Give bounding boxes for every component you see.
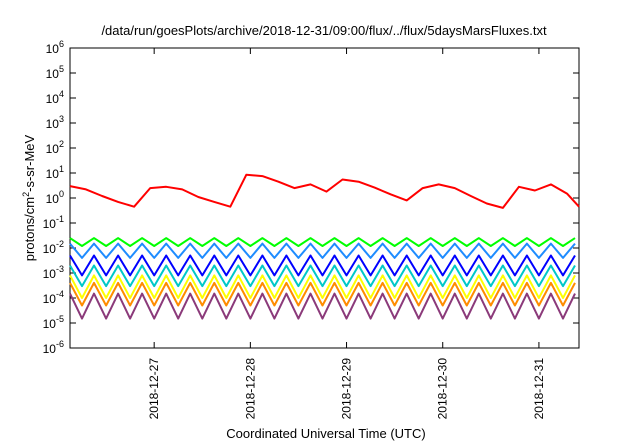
y-tick-base: 10 (43, 267, 57, 281)
y-axis-title-superscript: 2 (21, 192, 31, 197)
series-group (69, 173, 580, 320)
y-tick-exponent: 5 (59, 64, 64, 74)
y-tick-exponent: -3 (56, 264, 64, 274)
y-tick-label: 104 (46, 89, 64, 106)
x-tick-label: 2018-12-28 (243, 358, 257, 420)
series-line-6 (69, 281, 576, 307)
y-tick-label: 10-2 (43, 239, 64, 256)
y-tick-base: 10 (43, 292, 57, 306)
x-tick-label: 2018-12-30 (436, 358, 450, 420)
y-axis-title-base: protons/cm (22, 197, 37, 261)
x-tick-label: 2018-12-29 (340, 358, 354, 420)
y-tick-exponent: 4 (59, 89, 64, 99)
y-tick-base: 10 (46, 142, 60, 156)
y-tick-base: 10 (43, 342, 57, 356)
series-line-3 (69, 254, 576, 277)
y-tick-label: 106 (46, 39, 64, 56)
y-tick-exponent: -5 (56, 314, 64, 324)
y-tick-label: 10-5 (43, 314, 64, 331)
y-tick-base: 10 (43, 217, 57, 231)
y-tick-exponent: 2 (59, 139, 64, 149)
y-tick-label: 10-4 (43, 289, 64, 306)
y-tick-base: 10 (43, 242, 57, 256)
y-tick-exponent: 6 (59, 39, 64, 49)
y-axis-title-rest: -s-sr-MeV (22, 134, 37, 191)
y-tick-label: 102 (46, 139, 64, 156)
y-tick-exponent: -6 (56, 339, 64, 349)
y-tick-base: 10 (46, 42, 60, 56)
x-axis: 2018-12-27 2018-12-28 2018-12-29 2018-12-30… (147, 48, 546, 419)
series-line-0 (69, 173, 580, 209)
y-tick-label: 101 (46, 164, 64, 181)
y-tick-exponent: 3 (59, 114, 64, 124)
y-tick-label: 10-1 (43, 214, 64, 231)
y-axis: 10-610-510-410-310-210-11001011021031041… (43, 39, 579, 356)
y-tick-exponent: -4 (56, 289, 64, 299)
series-line-7 (69, 292, 576, 320)
y-tick-exponent: 0 (59, 189, 64, 199)
series-line-1 (69, 237, 576, 247)
x-axis-title: Coordinated Universal Time (UTC) (226, 426, 425, 441)
x-tick-label: 2018-12-31 (532, 358, 546, 420)
chart-title: /data/run/goesPlots/archive/2018-12-31/0… (101, 23, 547, 38)
y-tick-exponent: -2 (56, 239, 64, 249)
series-line-2 (69, 242, 576, 259)
series-line-4 (69, 264, 576, 288)
y-axis-title: protons/cm2-s-sr-MeV (21, 134, 37, 261)
y-tick-label: 10-6 (43, 339, 64, 356)
y-tick-base: 10 (46, 92, 60, 106)
y-tick-label: 100 (46, 189, 64, 206)
y-tick-base: 10 (43, 317, 57, 331)
y-tick-label: 103 (46, 114, 64, 131)
y-tick-label: 105 (46, 64, 64, 81)
series-line-5 (69, 274, 576, 299)
x-tick-label: 2018-12-27 (147, 358, 161, 420)
y-tick-exponent: 1 (59, 164, 64, 174)
y-tick-base: 10 (46, 167, 60, 181)
y-tick-base: 10 (46, 117, 60, 131)
y-tick-label: 10-3 (43, 264, 64, 281)
y-tick-base: 10 (46, 192, 60, 206)
y-tick-base: 10 (46, 67, 60, 81)
y-tick-exponent: -1 (56, 214, 64, 224)
